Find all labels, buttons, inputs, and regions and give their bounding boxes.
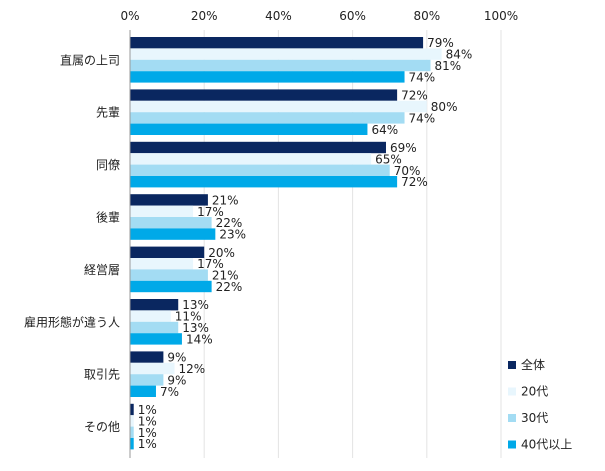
data-label: 9% xyxy=(167,373,186,387)
data-label: 81% xyxy=(435,59,462,73)
bar xyxy=(130,362,175,375)
data-label: 74% xyxy=(409,70,436,84)
bar xyxy=(130,415,134,427)
bar xyxy=(130,217,212,229)
data-label: 13% xyxy=(182,298,209,312)
bar xyxy=(130,194,208,206)
bar xyxy=(130,246,205,258)
data-label: 1% xyxy=(138,414,157,428)
data-label: 22% xyxy=(216,280,243,294)
bar xyxy=(130,48,442,60)
category-label: 雇用形態が違う人 xyxy=(24,314,120,329)
data-label: 1% xyxy=(138,403,157,417)
x-tick-label: 20% xyxy=(191,9,218,23)
bar xyxy=(130,426,134,438)
data-label: 80% xyxy=(431,100,458,114)
category-label: 先輩 xyxy=(96,105,120,120)
bar xyxy=(130,112,405,124)
data-label: 70% xyxy=(394,164,421,178)
data-label: 74% xyxy=(409,111,436,125)
data-label: 84% xyxy=(446,48,473,62)
bar xyxy=(130,385,156,397)
bar xyxy=(130,141,386,154)
bar xyxy=(130,438,134,450)
data-label: 79% xyxy=(427,36,454,50)
legend-swatch xyxy=(508,387,516,396)
legend-swatch xyxy=(508,414,516,422)
category-label: その他 xyxy=(84,420,120,434)
bar xyxy=(130,333,182,345)
category-label: 取引先 xyxy=(84,368,120,382)
data-label: 72% xyxy=(401,89,428,103)
legend-swatch xyxy=(508,361,516,369)
legend-label: 20代 xyxy=(521,385,548,399)
bar xyxy=(130,89,398,101)
data-label: 1% xyxy=(138,426,157,440)
data-label: 13% xyxy=(182,321,209,335)
bar xyxy=(130,59,431,72)
bar xyxy=(130,280,212,293)
legend-label: 40代以上 xyxy=(521,438,572,452)
x-tick-label: 80% xyxy=(413,9,440,23)
x-tick-label: 60% xyxy=(339,9,366,23)
data-label: 21% xyxy=(212,269,239,283)
bar xyxy=(130,269,208,281)
bar xyxy=(130,71,405,83)
data-label: 23% xyxy=(219,228,246,242)
data-label: 11% xyxy=(175,310,202,324)
legend-label: 全体 xyxy=(521,357,545,372)
data-label: 65% xyxy=(375,152,402,166)
bar xyxy=(130,228,216,240)
x-tick-label: 100% xyxy=(484,9,518,23)
x-tick-label: 40% xyxy=(265,9,292,23)
legend: 全体 20代 30代 40代以上 xyxy=(508,357,572,452)
data-label: 7% xyxy=(160,385,179,399)
bar xyxy=(130,176,398,188)
data-label: 72% xyxy=(401,175,428,189)
bar xyxy=(130,37,424,49)
bar xyxy=(130,351,164,363)
legend-swatch xyxy=(508,440,516,449)
data-label: 21% xyxy=(212,193,239,207)
x-tick-label: 0% xyxy=(120,9,139,23)
bar xyxy=(130,299,179,311)
data-label: 64% xyxy=(371,123,398,137)
data-label: 20% xyxy=(208,246,235,260)
data-labels: 79%84%81%74%72%80%74%64%69%65%70%72%21%1… xyxy=(138,36,473,451)
data-label: 22% xyxy=(216,216,243,230)
data-label: 69% xyxy=(390,141,417,155)
bar xyxy=(130,164,390,176)
bar xyxy=(130,321,179,334)
data-label: 1% xyxy=(138,437,157,451)
bar xyxy=(130,153,372,165)
data-label: 17% xyxy=(197,257,224,271)
bar xyxy=(130,123,368,135)
category-label: 直属の上司 xyxy=(60,53,120,67)
data-label: 14% xyxy=(186,332,213,346)
bar xyxy=(130,100,427,113)
bars xyxy=(130,37,442,450)
legend-label: 30代 xyxy=(521,411,548,425)
data-label: 9% xyxy=(167,351,186,365)
bar xyxy=(130,310,171,322)
bar xyxy=(130,403,134,416)
data-label: 12% xyxy=(179,362,206,376)
x-axis-ticks: 0% 20% 40% 60% 80% 100% xyxy=(120,9,518,23)
category-label: 同僚 xyxy=(96,157,120,172)
bar xyxy=(130,374,164,386)
bar xyxy=(130,205,194,217)
category-label: 後輩 xyxy=(96,210,120,225)
data-label: 17% xyxy=(197,205,224,219)
category-label: 経営層 xyxy=(84,263,120,277)
bar xyxy=(130,258,194,270)
